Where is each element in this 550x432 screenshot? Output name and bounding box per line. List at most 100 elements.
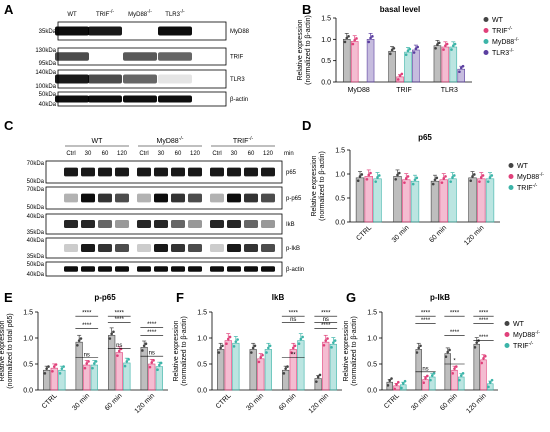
legend-label-wt: WT (492, 17, 504, 24)
protein-label-ikb: IkB (286, 222, 295, 228)
data-point (393, 387, 397, 391)
blot-band (88, 26, 122, 36)
y-tick-label: 1.0 (321, 37, 331, 44)
chart-f-ikb: F IkB 0.0 0.5 1.0 1.5 Relative expression(norm… (173, 290, 342, 415)
data-point (110, 332, 113, 336)
data-point (448, 348, 451, 352)
blot-band (210, 220, 224, 228)
mw-marker: 40kDa (27, 214, 45, 220)
blot-band (81, 193, 95, 203)
blot-band (261, 220, 275, 228)
data-point (459, 66, 463, 70)
mw-marker: 130kDa (35, 48, 56, 54)
group-label-myd88: MyD88-/- (157, 136, 184, 145)
data-point (397, 380, 400, 384)
x-tick-label-ctrl: CTRL (383, 392, 401, 410)
data-point (398, 171, 401, 175)
x-tick-label-120-min: 120 min (134, 392, 157, 415)
data-point (251, 346, 255, 350)
data-point (484, 354, 487, 358)
data-point (286, 365, 289, 368)
data-point (433, 178, 437, 182)
timepoint-label: 30 (231, 151, 238, 157)
data-point (415, 351, 419, 354)
significance-label: **** (147, 330, 157, 336)
blot-band (98, 167, 112, 177)
data-point (419, 344, 422, 348)
timepoint-label: 120 (190, 151, 201, 157)
x-tick-label-30-min: 30 min (410, 392, 430, 412)
data-point (376, 176, 379, 179)
data-point (451, 372, 455, 375)
protein-label-p65: p65 (286, 170, 297, 176)
bar-wt-120-min (140, 347, 148, 391)
blot-band (137, 220, 151, 228)
bar-tlr3-trif (412, 49, 420, 83)
x-tick-label-myd88: MyD88 (348, 87, 370, 94)
data-point (343, 40, 347, 44)
data-point (403, 181, 406, 184)
blot-band (137, 266, 151, 272)
timepoint-label: 120 (117, 151, 128, 157)
blot-band (210, 266, 224, 272)
data-point (414, 47, 418, 51)
mw-marker: 70kDa (27, 161, 45, 167)
data-point (219, 346, 222, 350)
blot-band (55, 52, 89, 61)
blot-band (244, 193, 258, 203)
data-point (395, 382, 398, 386)
data-point (390, 377, 393, 380)
protein-label-myd88: MyD88 (230, 29, 250, 35)
y-tick-label: 0.0 (321, 80, 331, 87)
data-point (265, 351, 268, 354)
bar-wt-30-min (415, 349, 422, 391)
significance-label: * (453, 359, 456, 365)
data-point (388, 379, 392, 382)
blot-band (261, 193, 275, 203)
data-point (91, 366, 94, 370)
data-point (442, 177, 446, 180)
blot-band (227, 220, 241, 228)
data-point (455, 365, 458, 368)
bar-myd88-30-min (257, 358, 265, 391)
data-point (442, 48, 445, 51)
bar-trif-30-min (264, 349, 272, 391)
data-point (434, 46, 437, 50)
blot-band (88, 95, 122, 103)
data-point (150, 361, 154, 364)
blot-band (244, 167, 258, 177)
data-point (236, 338, 239, 341)
panel-letter-g: G (346, 290, 356, 305)
data-point (367, 40, 371, 44)
legend-marker-trif (483, 28, 489, 33)
data-point (152, 359, 155, 362)
data-point (261, 353, 264, 357)
timepoint-label: 30 (85, 151, 92, 157)
significance-label: ns (290, 317, 296, 323)
panel-letter-d: D (302, 118, 311, 133)
bar-wt-ctrl (217, 349, 225, 391)
data-point (127, 358, 130, 361)
bar-trif-ctrl (373, 178, 382, 223)
data-point (488, 176, 492, 179)
blot-band (210, 193, 224, 203)
bar-myd88-30-min (422, 379, 429, 391)
significance-label: **** (479, 311, 489, 317)
mw-marker: 50kDa (27, 262, 45, 268)
legend-marker-wt (508, 163, 514, 168)
y-tick-label: 0.5 (321, 58, 331, 65)
data-point (429, 378, 432, 382)
bar-wt-60-min (108, 335, 116, 391)
data-point (159, 361, 163, 365)
mw-marker: 100kDa (35, 84, 56, 90)
blot-band (171, 244, 185, 252)
data-point (398, 74, 402, 77)
x-tick-label-30-min: 30 min (391, 224, 411, 244)
x-tick-label-30-min: 30 min (245, 392, 265, 412)
x-tick-label-60-min: 60 min (104, 392, 124, 412)
data-point (117, 349, 121, 353)
blot-band (171, 266, 185, 272)
significance-label: **** (82, 311, 92, 317)
data-point (422, 381, 426, 385)
